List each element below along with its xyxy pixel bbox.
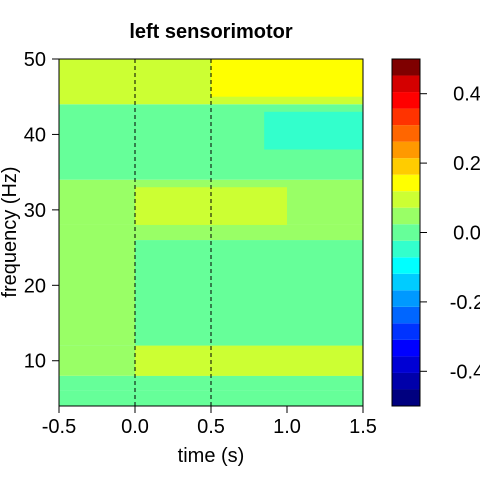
colorbar-swatch: [392, 75, 420, 93]
colorbar-swatch: [392, 389, 420, 406]
colorbar-tick-label: -0.2: [450, 292, 480, 314]
colorbar-swatch: [392, 273, 420, 291]
colorbar-swatch: [392, 290, 420, 307]
colorbar-swatch: [392, 257, 420, 274]
x-tick-label: -0.5: [42, 416, 76, 438]
colorbar-swatch: [392, 191, 420, 208]
event-markers: [134, 59, 212, 406]
colorbar-swatch: [392, 323, 420, 340]
colorbar-swatch: [392, 339, 420, 357]
heatmap-region: [59, 224, 135, 346]
colorbar: [391, 58, 421, 407]
colorbar-swatch: [392, 240, 420, 258]
y-tick-label: 50: [24, 49, 46, 71]
colorbar-tick-label: -0.4: [450, 361, 480, 383]
heatmap-region: [135, 255, 211, 331]
x-axis: -0.5 0.0 0.5 1.0 1.5: [42, 405, 377, 438]
colorbar-swatch: [392, 207, 420, 225]
y-tick-label: 20: [24, 275, 46, 297]
colorbar-tick-label: 0.2: [453, 153, 480, 175]
colorbar-swatch: [392, 158, 420, 175]
colorbar-swatch: [392, 174, 420, 192]
y-tick-label: 30: [24, 200, 46, 222]
y-tick-label: 40: [24, 124, 46, 146]
chart-title: left sensorimotor: [129, 21, 293, 43]
colorbar-swatch: [392, 125, 420, 142]
colorbar-swatch: [392, 108, 420, 126]
colorbar-swatch: [392, 224, 420, 241]
x-tick-label: 0.0: [121, 416, 149, 438]
colorbar-axis: 0.4 0.2 0.0 -0.2 -0.4: [420, 84, 480, 383]
x-tick-label: 1.0: [273, 416, 301, 438]
colorbar-tick-label: 0.4: [453, 84, 480, 106]
colorbar-swatch: [392, 59, 420, 76]
heatmap-region: [264, 111, 363, 150]
colorbar-swatch: [392, 141, 420, 159]
colorbar-swatch: [392, 372, 420, 390]
colorbar-tick-label: 0.0: [453, 223, 480, 245]
colorbar-swatch: [392, 92, 420, 109]
heatmap-region: [211, 59, 363, 97]
colorbar-swatch: [392, 356, 420, 373]
x-tick-label: 0.5: [197, 416, 225, 438]
y-tick-label: 10: [24, 351, 46, 373]
colorbar-swatch: [392, 306, 420, 324]
x-axis-label: time (s): [178, 445, 245, 467]
y-axis: 10 20 30 40 50: [24, 49, 60, 373]
heatmap-region: [135, 345, 363, 376]
x-tick-label: 1.5: [349, 416, 377, 438]
y-axis-label: frequency (Hz): [0, 166, 21, 297]
